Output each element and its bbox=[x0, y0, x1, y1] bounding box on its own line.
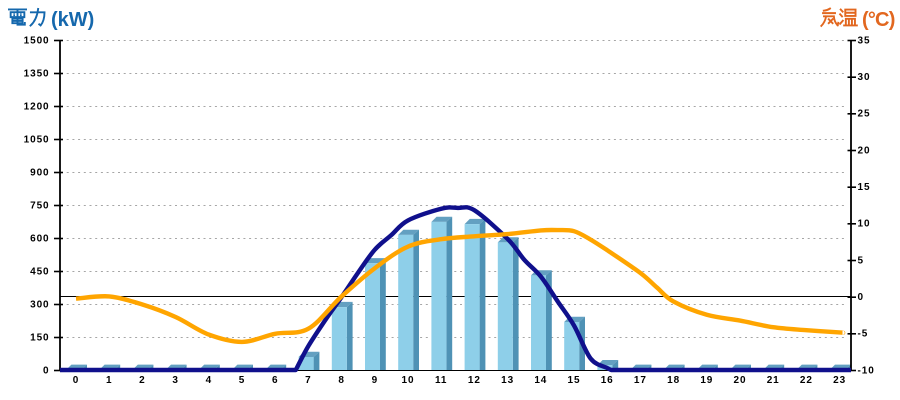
svg-text:15: 15 bbox=[568, 375, 581, 386]
svg-text:8: 8 bbox=[338, 375, 344, 386]
svg-text:-10: -10 bbox=[858, 365, 875, 376]
svg-text:5: 5 bbox=[858, 255, 864, 266]
svg-text:0: 0 bbox=[858, 292, 864, 303]
svg-text:600: 600 bbox=[30, 233, 49, 244]
svg-text:300: 300 bbox=[30, 299, 49, 310]
svg-text:30: 30 bbox=[858, 72, 871, 83]
svg-text:17: 17 bbox=[634, 375, 647, 386]
svg-text:6: 6 bbox=[272, 375, 278, 386]
svg-text:450: 450 bbox=[30, 266, 49, 277]
svg-text:1500: 1500 bbox=[24, 35, 50, 46]
svg-text:13: 13 bbox=[501, 375, 514, 386]
svg-text:2: 2 bbox=[139, 375, 145, 386]
svg-text:-5: -5 bbox=[858, 329, 869, 340]
svg-text:1: 1 bbox=[106, 375, 112, 386]
svg-text:22: 22 bbox=[800, 375, 813, 386]
svg-text:0: 0 bbox=[43, 365, 49, 376]
svg-text:10: 10 bbox=[402, 375, 415, 386]
svg-text:1050: 1050 bbox=[24, 134, 50, 145]
svg-text:35: 35 bbox=[858, 35, 871, 46]
svg-text:16: 16 bbox=[601, 375, 614, 386]
svg-text:0: 0 bbox=[73, 375, 79, 386]
svg-text:20: 20 bbox=[858, 145, 871, 156]
svg-text:25: 25 bbox=[858, 109, 871, 120]
svg-text:3: 3 bbox=[172, 375, 178, 386]
svg-text:14: 14 bbox=[534, 375, 547, 386]
svg-text:(kW): (kW) bbox=[51, 9, 94, 31]
svg-text:150: 150 bbox=[30, 332, 49, 343]
svg-text:1350: 1350 bbox=[24, 68, 50, 79]
svg-text:900: 900 bbox=[30, 167, 49, 178]
svg-text:12: 12 bbox=[468, 375, 481, 386]
svg-text:4: 4 bbox=[206, 375, 212, 386]
svg-text:19: 19 bbox=[700, 375, 713, 386]
svg-text:21: 21 bbox=[767, 375, 780, 386]
svg-text:(°C): (°C) bbox=[862, 9, 895, 31]
svg-text:23: 23 bbox=[833, 375, 846, 386]
svg-text:11: 11 bbox=[435, 375, 447, 386]
svg-text:20: 20 bbox=[734, 375, 747, 386]
svg-text:18: 18 bbox=[667, 375, 680, 386]
svg-text:10: 10 bbox=[858, 219, 871, 230]
svg-text:1200: 1200 bbox=[24, 101, 50, 112]
svg-text:5: 5 bbox=[239, 375, 245, 386]
svg-text:750: 750 bbox=[30, 200, 49, 211]
svg-text:7: 7 bbox=[305, 375, 311, 386]
svg-text:9: 9 bbox=[372, 375, 378, 386]
svg-text:15: 15 bbox=[858, 182, 871, 193]
